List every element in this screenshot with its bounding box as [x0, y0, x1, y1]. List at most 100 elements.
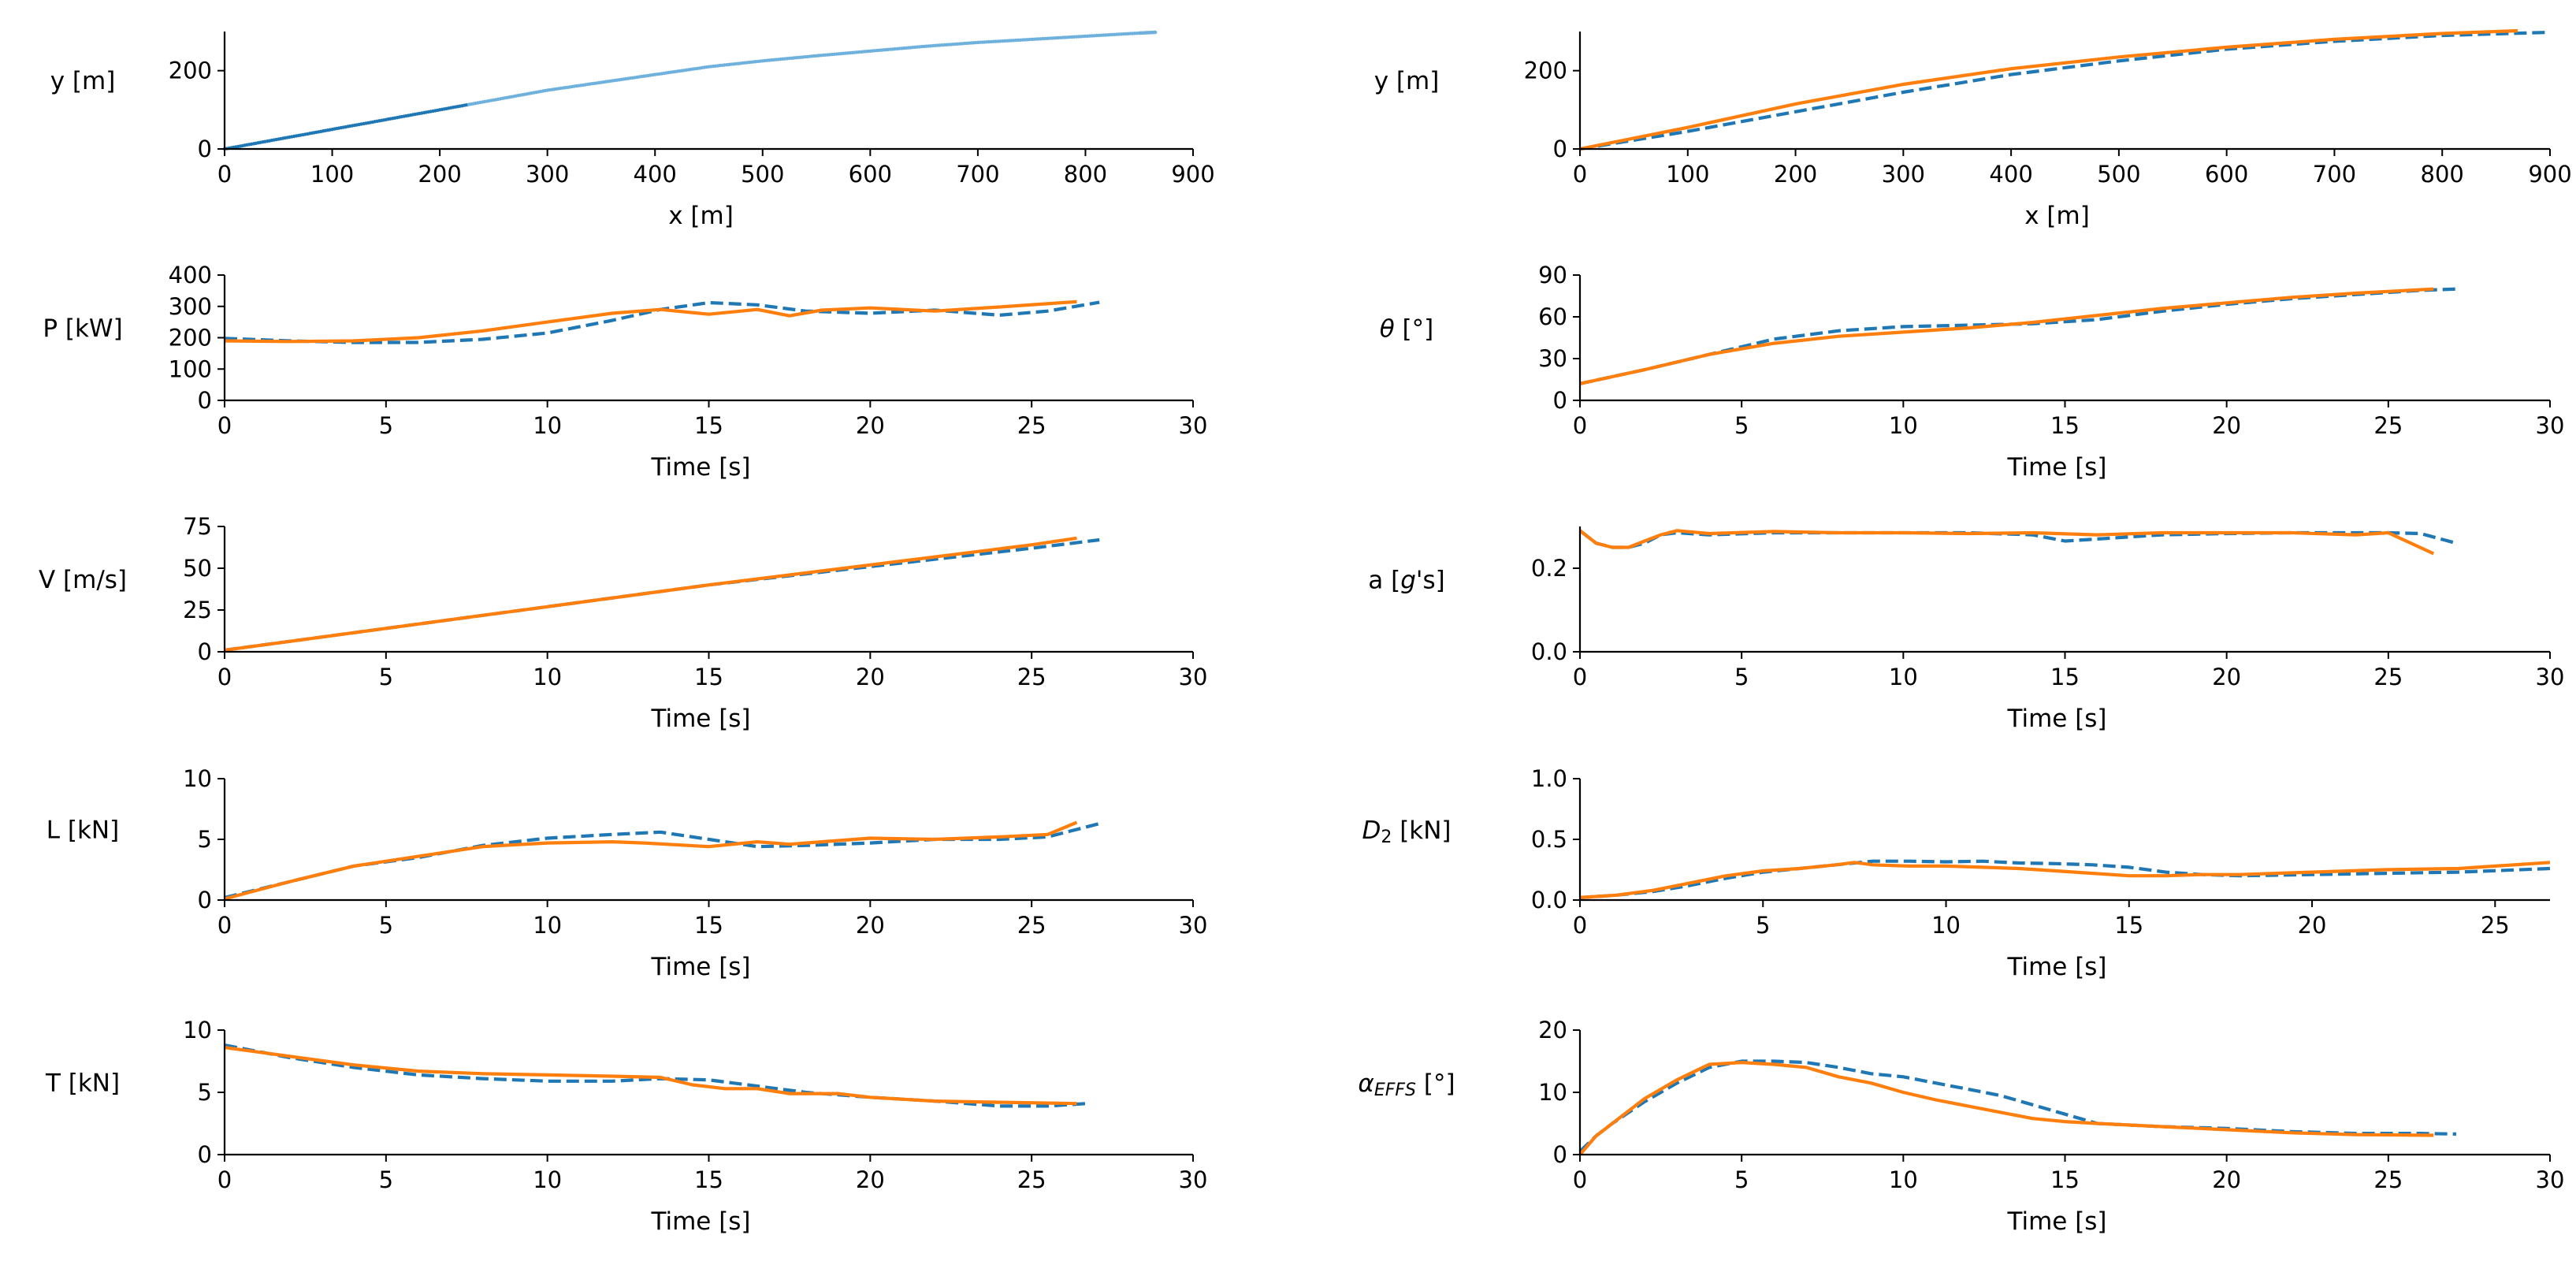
x-tick-label: 30	[1179, 664, 1208, 690]
x-tick-label: 400	[1989, 161, 2032, 188]
subplot-right-alpha: 0 5 10 15 20 25 30 0 10 20 Time [s] αEFFS [°]	[1358, 1017, 2564, 1236]
x-axis-title: x [m]	[2024, 202, 2090, 230]
x-axis-title: Time [s]	[2006, 705, 2106, 733]
x-tick-label: 25	[1017, 1166, 1046, 1193]
y-axis-title: L [kN]	[46, 816, 119, 845]
x-tick-label: 15	[2050, 664, 2080, 690]
y-tick-label: 0	[198, 638, 212, 665]
x-tick-label: 0	[217, 412, 232, 439]
x-tick-label: 500	[741, 161, 784, 188]
y-tick-label: 100	[169, 355, 212, 382]
x-tick-label: 30	[2536, 664, 2565, 690]
x-tick-label: 900	[2528, 161, 2571, 188]
y-tick-label: 50	[183, 555, 212, 582]
series-line-solid	[1579, 28, 2518, 151]
x-tick-label: 15	[2114, 912, 2143, 939]
y-tick-label: 90	[1538, 262, 1567, 288]
series-line-dashed	[1578, 1059, 2457, 1153]
x-tick-label: 15	[694, 912, 723, 939]
x-tick-label: 25	[2373, 1166, 2403, 1193]
y-tick-label: 0.0	[1531, 887, 1567, 913]
scatter-point	[1154, 30, 1158, 35]
y-tick-label: 0	[198, 1141, 212, 1168]
x-tick-label: 20	[856, 412, 885, 439]
y-tick-label: 0	[1553, 387, 1567, 414]
x-tick-label: 20	[856, 912, 885, 939]
x-tick-label: 800	[2421, 161, 2464, 188]
subplot-right-theta: 0 5 10 15 20 25 30 0 30 60 90 Time [s] θ [°]	[1380, 262, 2565, 482]
x-tick-label: 5	[1734, 412, 1749, 439]
x-tick-label: 700	[2313, 161, 2356, 188]
subplot-left-trajectory: 0 100 200 300 400 500 600 700 800 900 0 200 x [m] y […	[50, 30, 1215, 230]
x-tick-label: 300	[1882, 161, 1925, 188]
x-tick-label: 0	[1573, 161, 1587, 188]
x-tick-label: 200	[1774, 161, 1817, 188]
x-tick-label: 10	[533, 412, 562, 439]
y-tick-label: 0	[198, 387, 212, 414]
x-tick-label: 100	[1666, 161, 1709, 188]
y-tick-label: 0	[1553, 136, 1567, 162]
x-tick-label: 15	[694, 664, 723, 690]
x-tick-label: 0	[1573, 912, 1587, 939]
x-axis-title: Time [s]	[2006, 453, 2106, 482]
y-axis-title: y [m]	[50, 67, 116, 95]
x-tick-label: 20	[2212, 412, 2241, 439]
x-tick-label: 500	[2097, 161, 2140, 188]
y-tick-label: 300	[169, 293, 212, 320]
x-tick-label: 10	[533, 1166, 562, 1193]
x-tick-label: 100	[310, 161, 354, 188]
x-tick-label: 5	[379, 412, 393, 439]
y-tick-label: 30	[1538, 345, 1567, 372]
x-tick-label: 600	[849, 161, 892, 188]
y-tick-label: 0.2	[1531, 555, 1567, 582]
x-tick-label: 5	[1734, 1166, 1749, 1193]
x-tick-label: 30	[1179, 912, 1208, 939]
x-tick-label: 20	[856, 664, 885, 690]
x-axis-title: Time [s]	[650, 453, 750, 482]
series-line-solid	[224, 820, 1078, 901]
series-line-dashed	[224, 1043, 1087, 1108]
x-tick-label: 15	[2050, 412, 2080, 439]
series-line-dashed	[224, 821, 1100, 899]
y-tick-label: 20	[1538, 1017, 1567, 1043]
x-tick-label: 25	[1017, 912, 1046, 939]
x-tick-label: 10	[1889, 1166, 1918, 1193]
y-tick-label: 60	[1538, 303, 1567, 330]
series-line-solid	[224, 536, 1077, 652]
x-tick-label: 5	[379, 1166, 393, 1193]
x-tick-label: 10	[1889, 664, 1918, 690]
y-tick-label: 0.5	[1531, 826, 1567, 853]
y-tick-label: 200	[169, 58, 212, 84]
y-axis-title: a [g's]	[1368, 566, 1444, 594]
y-axis-title: θ [°]	[1380, 314, 1434, 343]
x-tick-label: 30	[2536, 1166, 2565, 1193]
x-tick-label: 0	[217, 664, 232, 690]
y-tick-label: 1.0	[1531, 765, 1567, 792]
x-tick-label: 30	[1179, 1166, 1208, 1193]
subplot-right-trajectory: 0 100 200 300 400 500 600 700 800 900 0 200 x [m] y […	[1374, 28, 2572, 230]
y-tick-label: 200	[169, 325, 212, 352]
x-tick-label: 25	[1017, 664, 1046, 690]
x-tick-label: 400	[634, 161, 677, 188]
series-line-solid	[1578, 529, 2435, 556]
x-tick-label: 800	[1064, 161, 1107, 188]
x-tick-label: 10	[1889, 412, 1918, 439]
x-tick-label: 5	[379, 912, 393, 939]
y-tick-label: 10	[1538, 1079, 1567, 1106]
series-line-dashed	[1579, 287, 2457, 385]
x-tick-label: 0	[217, 161, 232, 188]
series-line-dashed	[1579, 30, 2551, 151]
y-tick-label: 0	[198, 136, 212, 162]
y-tick-label: 10	[183, 765, 212, 792]
subplot-left-thrust: 0 5 10 15 20 25 30 0 5 10 Time [s] T [kN]	[45, 1017, 1208, 1236]
x-tick-label: 25	[1017, 412, 1046, 439]
x-tick-label: 0	[217, 912, 232, 939]
x-tick-label: 0	[217, 1166, 232, 1193]
y-axis-title: P [kW]	[43, 314, 122, 343]
y-tick-label: 5	[198, 826, 212, 853]
x-axis-title: Time [s]	[650, 705, 750, 733]
x-tick-label: 25	[2481, 912, 2510, 939]
x-tick-label: 700	[956, 161, 999, 188]
x-tick-label: 5	[1734, 664, 1749, 690]
x-tick-label: 15	[2050, 1166, 2080, 1193]
